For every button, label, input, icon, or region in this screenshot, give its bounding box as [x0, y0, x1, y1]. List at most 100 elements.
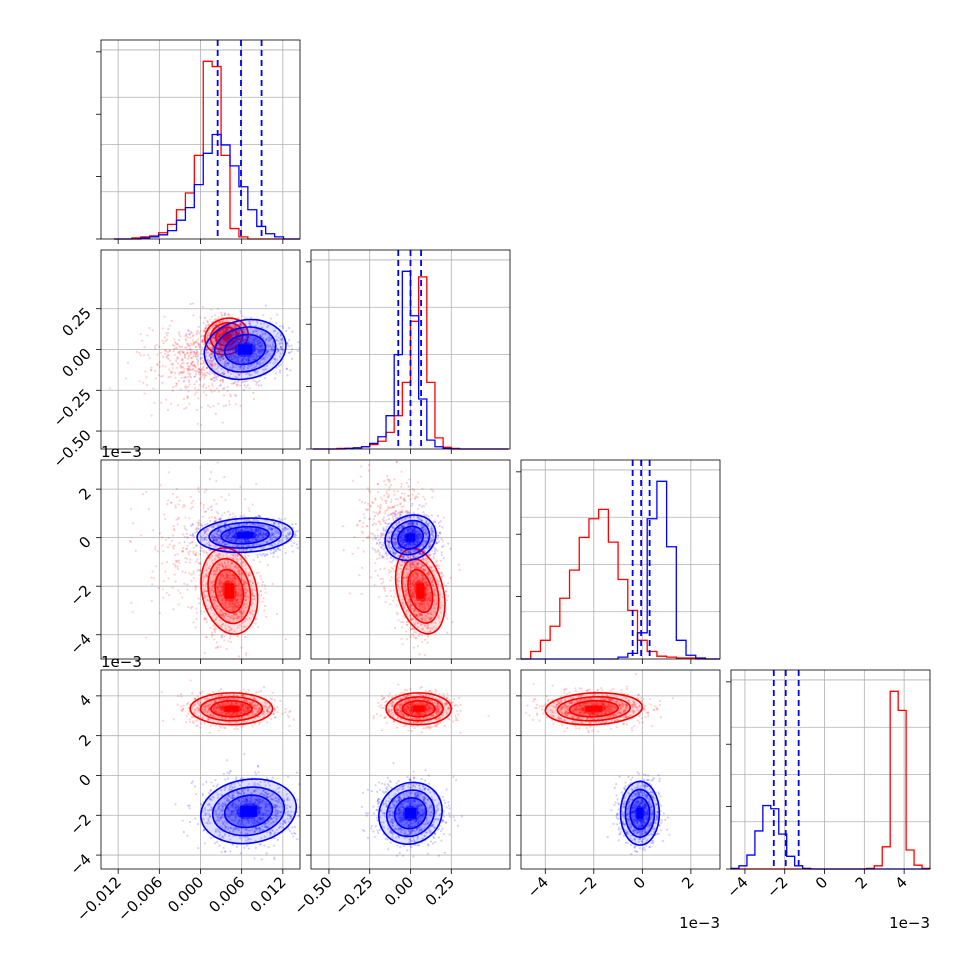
scatter-point	[276, 351, 279, 354]
scatter-point	[197, 521, 200, 524]
scatter-layer	[108, 302, 300, 427]
scatter-point	[274, 543, 277, 546]
scatter-point	[224, 571, 227, 575]
scatter-point	[256, 361, 259, 364]
scatter-point	[228, 602, 231, 605]
scatter-point	[218, 332, 221, 335]
scatter-point	[176, 351, 180, 354]
scatter-point	[214, 539, 217, 543]
scatter-point	[253, 340, 256, 343]
scatter-point	[236, 359, 239, 362]
scatter-point	[201, 339, 204, 342]
scatter-point	[211, 363, 214, 366]
scatter-point	[206, 359, 209, 362]
scatter-point	[275, 322, 278, 325]
scatter-point	[216, 570, 219, 573]
scatter-point	[237, 330, 240, 334]
scatter-point	[219, 383, 222, 386]
scatter-point	[251, 539, 254, 542]
scatter-point	[211, 515, 214, 518]
scatter-point	[182, 362, 185, 365]
scatter-point	[258, 351, 261, 355]
scatter-point	[197, 523, 200, 526]
scatter-point	[197, 367, 201, 370]
scatter-point	[215, 616, 218, 619]
scatter-point	[248, 319, 251, 323]
scatter-point	[235, 599, 238, 602]
scatter-point	[258, 379, 261, 383]
scatter-point	[214, 569, 217, 572]
scatter-point	[235, 604, 238, 607]
scatter-point	[274, 372, 277, 375]
scatter-point	[183, 379, 186, 382]
scatter-point	[233, 394, 237, 397]
scatter-point	[179, 388, 183, 391]
scatter-point	[212, 340, 216, 343]
scatter-point	[255, 571, 258, 575]
scatter-point	[221, 593, 224, 596]
scatter-point	[198, 345, 201, 349]
scatter-point	[202, 506, 205, 509]
scatter-point	[275, 335, 278, 338]
scatter-point	[222, 357, 225, 361]
scatter-point	[227, 531, 231, 535]
scatter-point	[147, 507, 150, 511]
scatter-point	[224, 533, 227, 536]
scatter-point	[278, 533, 281, 536]
scatter-point	[217, 334, 221, 338]
scatter-point	[219, 356, 223, 359]
scatter-point	[257, 341, 260, 344]
scatter-point	[263, 609, 266, 612]
scatter-point	[188, 329, 191, 332]
scatter-point	[214, 557, 217, 560]
scatter-point	[261, 600, 264, 603]
scatter-point	[212, 570, 216, 573]
scatter-point	[210, 315, 213, 318]
scatter-point	[167, 327, 170, 331]
scatter-point	[235, 605, 238, 608]
scatter-point	[212, 525, 215, 529]
scatter-point	[279, 346, 282, 349]
scatter-point	[205, 568, 208, 572]
scatter-point	[218, 356, 221, 359]
scatter-point	[229, 577, 232, 580]
scatter-point	[228, 524, 231, 528]
scatter-point	[241, 561, 244, 564]
scatter-point	[215, 536, 219, 539]
scatter-point	[183, 535, 186, 538]
scatter-point	[205, 394, 208, 397]
scatter-point	[189, 558, 192, 561]
scatter-point	[259, 322, 263, 326]
scatter-point	[249, 337, 252, 340]
scatter-point	[216, 585, 219, 588]
scatter-point	[195, 369, 198, 372]
scatter-point	[211, 320, 214, 323]
scatter-point	[203, 618, 206, 621]
scatter-point	[191, 364, 195, 367]
scatter-point	[276, 313, 279, 316]
scatter-point	[228, 400, 231, 403]
scatter-point	[164, 518, 167, 521]
scatter-point	[280, 339, 283, 342]
scatter-point	[200, 350, 203, 353]
scatter-point	[203, 616, 207, 620]
scatter-point	[227, 510, 230, 513]
scatter-point	[187, 390, 190, 393]
scatter-point	[409, 636, 412, 639]
scatter-point	[154, 545, 157, 548]
scatter-point	[220, 593, 223, 597]
scatter-point	[183, 505, 186, 508]
scatter-point	[268, 337, 271, 340]
scatter-point	[225, 537, 228, 541]
scatter-point	[211, 585, 214, 588]
scatter-point	[170, 501, 173, 504]
scatter-point	[161, 365, 165, 368]
scatter-point	[228, 346, 231, 349]
scatter-point	[154, 548, 157, 551]
scatter-point	[189, 353, 192, 356]
scatter-point	[249, 529, 252, 532]
scatter-point	[191, 534, 194, 537]
scatter-point	[209, 388, 212, 391]
scatter-point	[252, 523, 255, 526]
scatter-point	[195, 544, 198, 547]
